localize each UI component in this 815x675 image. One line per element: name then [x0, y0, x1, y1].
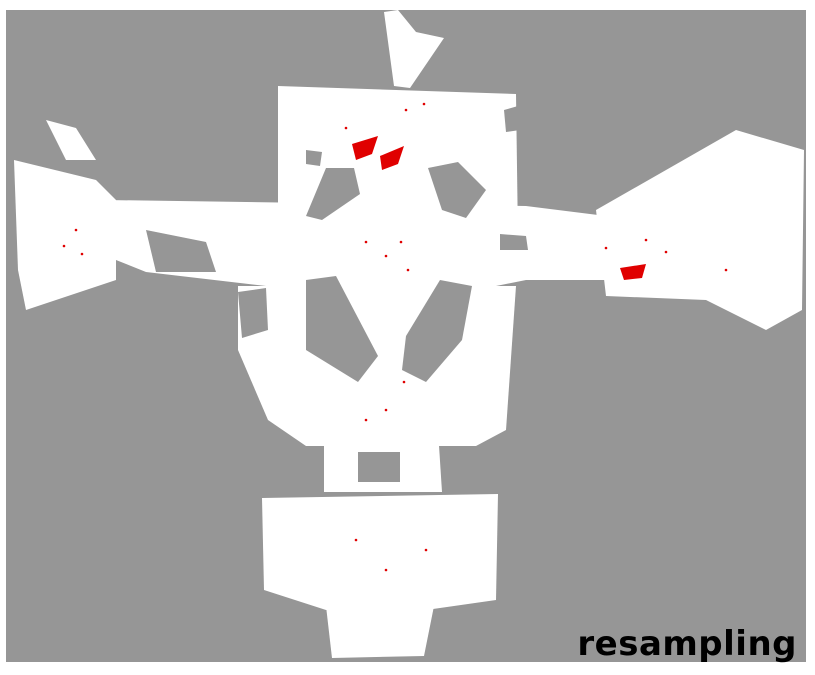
caption-label: resampling — [577, 624, 797, 664]
occupancy-map — [6, 10, 806, 662]
obstacles — [146, 106, 528, 482]
particle-clusters — [62, 102, 728, 572]
map-canvas — [14, 10, 804, 658]
